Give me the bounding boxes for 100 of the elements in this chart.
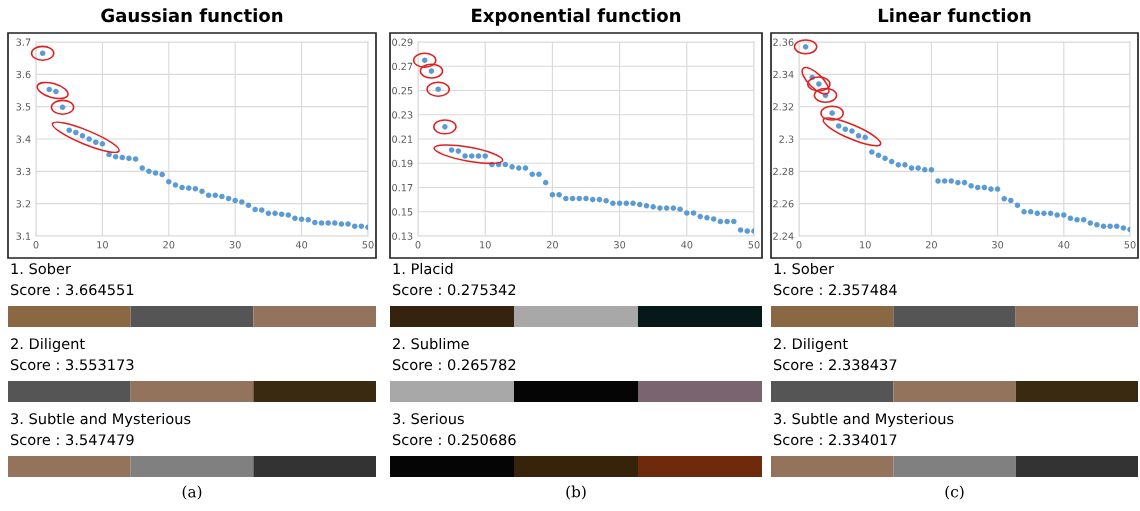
point <box>948 178 955 184</box>
point <box>657 205 663 211</box>
point <box>643 202 650 209</box>
point <box>1014 202 1021 209</box>
point <box>922 166 928 173</box>
point <box>475 153 482 159</box>
point <box>351 223 358 230</box>
x-tick-label: 40 <box>295 241 308 249</box>
point <box>882 155 888 162</box>
chart-title: Linear function <box>878 8 1031 23</box>
text: 3. Subtle and Mysterious <box>11 412 191 428</box>
point <box>596 196 603 203</box>
y-tick-label: 3.1 <box>16 232 31 240</box>
point <box>502 161 509 168</box>
point <box>704 215 710 221</box>
point <box>272 210 278 217</box>
point <box>258 207 265 213</box>
point <box>239 199 245 205</box>
point <box>1067 215 1074 221</box>
point <box>212 192 219 199</box>
text: Score : 3.547479 <box>10 434 134 446</box>
text: Score : 2.334017 <box>773 434 897 446</box>
y-tick-label: 0.29 <box>392 38 413 46</box>
x-tick-label: 20 <box>163 241 175 249</box>
y-tick-label: 0.27 <box>392 62 413 71</box>
point <box>589 196 596 203</box>
point <box>623 200 630 207</box>
point <box>663 205 670 211</box>
chart-title: Gaussian function <box>101 8 283 23</box>
point <box>1008 197 1014 204</box>
y-tick-label: 0.19 <box>392 159 413 168</box>
point <box>205 192 212 199</box>
y-tick-label: 3.3 <box>16 167 31 176</box>
point <box>1054 212 1060 218</box>
text: Score : 3.664551 <box>10 284 134 296</box>
point <box>1074 217 1080 223</box>
point <box>46 86 53 93</box>
point <box>468 153 475 159</box>
point <box>325 220 331 226</box>
point <box>610 200 616 207</box>
point <box>199 188 205 195</box>
point <box>630 200 636 207</box>
point <box>670 205 677 211</box>
point <box>73 129 79 136</box>
point <box>961 179 968 186</box>
point <box>305 217 312 223</box>
point <box>1120 225 1127 231</box>
point <box>684 210 690 216</box>
point <box>1021 208 1027 215</box>
point <box>1080 217 1087 223</box>
point <box>888 158 895 165</box>
point <box>731 218 737 225</box>
text: 2. Diligent <box>774 337 848 353</box>
point <box>576 195 583 202</box>
point <box>724 218 730 225</box>
point <box>139 165 146 171</box>
point <box>941 178 948 184</box>
text: 3. Subtle and Mysterious <box>774 412 954 428</box>
point <box>549 192 556 198</box>
point <box>53 88 59 95</box>
text: (b) <box>566 485 586 500</box>
y-tick-label: 2.3 <box>779 135 794 143</box>
point <box>583 195 589 202</box>
point <box>895 162 902 168</box>
point <box>1034 210 1041 217</box>
text: (c) <box>945 485 964 500</box>
point <box>99 141 106 147</box>
x-tick-label: 0 <box>33 241 39 249</box>
x-tick-label: 10 <box>480 241 491 249</box>
x-tick-label: 50 <box>362 241 374 249</box>
point <box>166 178 172 185</box>
point <box>862 134 868 141</box>
point <box>159 171 165 178</box>
point <box>179 184 185 191</box>
point <box>1094 221 1100 228</box>
y-tick-label: 2.28 <box>773 167 794 176</box>
point <box>252 206 258 213</box>
y-tick-label: 3.4 <box>16 135 31 143</box>
point <box>915 165 921 171</box>
text: 3. Serious <box>393 412 464 425</box>
point <box>677 206 683 213</box>
y-tick-label: 0.13 <box>392 232 413 240</box>
y-tick-label: 3.7 <box>16 38 31 46</box>
point <box>86 136 92 142</box>
y-tick-label: 3.6 <box>16 70 31 79</box>
point <box>1061 212 1067 218</box>
point <box>835 123 842 129</box>
point <box>192 186 199 192</box>
point <box>119 154 126 161</box>
point <box>92 139 99 146</box>
y-tick-label: 2.24 <box>773 232 794 240</box>
text: 2. Diligent <box>11 337 85 353</box>
point <box>245 202 252 209</box>
y-tick-label: 2.32 <box>773 103 794 111</box>
point <box>219 193 225 200</box>
point <box>616 200 623 207</box>
point <box>185 185 192 191</box>
point <box>79 132 86 139</box>
x-tick-label: 30 <box>992 241 1004 249</box>
point <box>462 153 468 159</box>
